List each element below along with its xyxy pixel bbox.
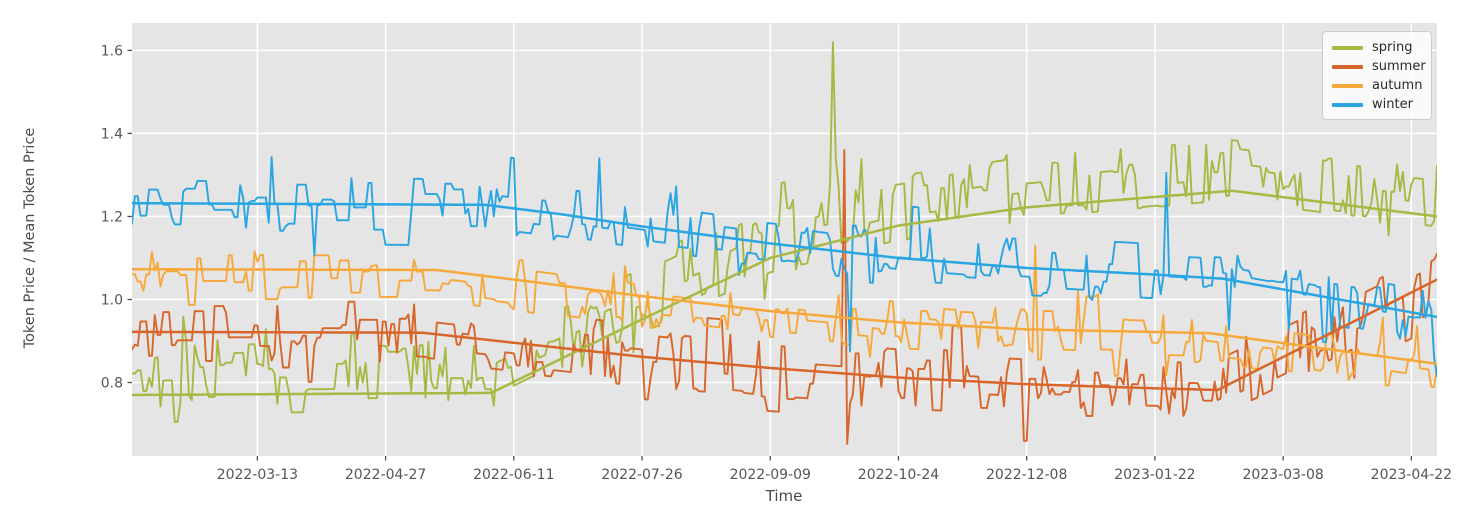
series-line-summer xyxy=(132,149,1437,445)
series-group xyxy=(132,41,1437,445)
y-tick-label: 1.4 xyxy=(101,126,123,142)
legend-item-summer: summer xyxy=(1332,57,1426,76)
series-line-spring xyxy=(132,41,1437,423)
legend-item-autumn: autumn xyxy=(1332,76,1423,95)
x-tick-label: 2022-09-09 xyxy=(730,467,811,483)
series-trend-winter xyxy=(132,201,1437,319)
x-tick-label: 2023-01-22 xyxy=(1114,467,1195,483)
legend-item-winter: winter xyxy=(1332,95,1423,114)
legend-label-summer: summer xyxy=(1372,59,1426,74)
y-tick-label: 1.0 xyxy=(101,292,123,308)
series-trend-summer xyxy=(132,278,1437,392)
y-tick-label: 1.6 xyxy=(101,43,123,59)
x-tick-label: 2022-04-27 xyxy=(345,467,426,483)
x-tick-label: 2023-03-08 xyxy=(1242,467,1323,483)
legend-item-spring: spring xyxy=(1332,38,1423,57)
legend-swatch-winter xyxy=(1332,102,1363,107)
y-axis-label: Token Price / Mean Token Price xyxy=(22,127,38,349)
legend-swatch-summer xyxy=(1332,64,1363,69)
x-tick-label: 2022-12-08 xyxy=(986,467,1067,483)
legend-label-spring: spring xyxy=(1372,40,1413,55)
x-tick-label: 2022-06-11 xyxy=(473,467,554,483)
x-axis-label: Time xyxy=(765,487,803,505)
legend-swatch-spring xyxy=(1332,45,1363,50)
x-tick-label: 2022-07-26 xyxy=(601,467,682,483)
y-tick-label: 1.2 xyxy=(101,209,123,225)
legend-label-winter: winter xyxy=(1372,97,1413,112)
legend-swatch-autumn xyxy=(1332,83,1363,88)
legend: spring summer autumn winter xyxy=(1322,31,1432,120)
y-tick-label: 0.8 xyxy=(101,376,123,392)
series-line-winter xyxy=(132,156,1437,378)
series-trend-autumn xyxy=(132,267,1437,366)
series-trend-spring xyxy=(132,189,1437,397)
x-tick-label: 2022-10-24 xyxy=(858,467,939,483)
legend-label-autumn: autumn xyxy=(1372,78,1423,93)
x-tick-label: 2023-04-22 xyxy=(1371,467,1452,483)
x-tick-label: 2022-03-13 xyxy=(217,467,298,483)
